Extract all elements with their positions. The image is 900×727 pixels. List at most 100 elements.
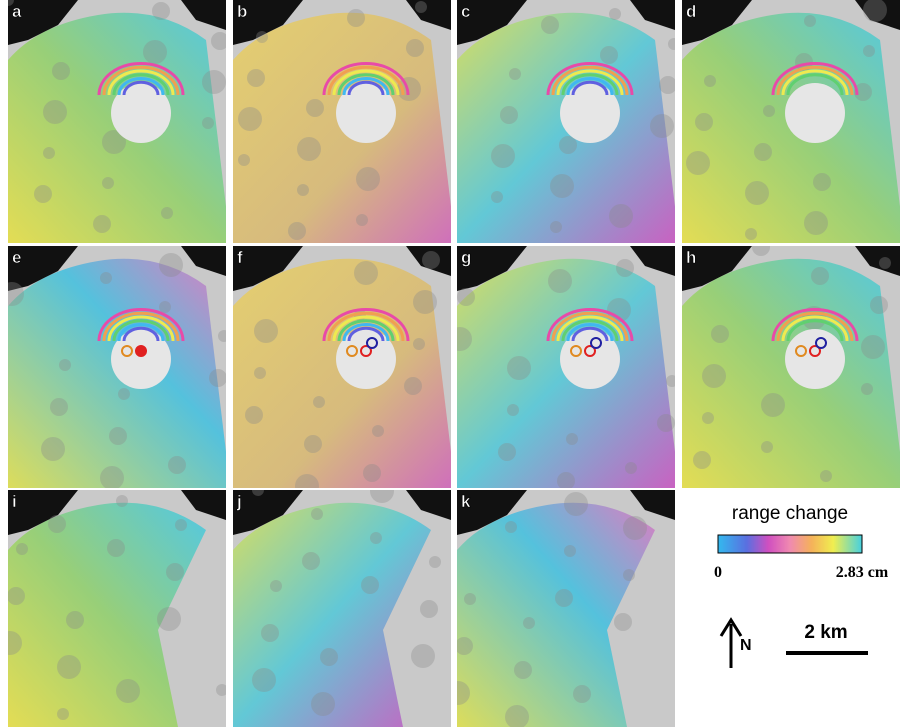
volcano-summit bbox=[785, 329, 845, 389]
relief-shade bbox=[159, 301, 171, 313]
interferogram-panel: k bbox=[446, 490, 675, 727]
relief-shade bbox=[659, 76, 677, 94]
relief-shade bbox=[509, 68, 521, 80]
colorbar bbox=[718, 535, 862, 553]
relief-shade bbox=[43, 100, 67, 124]
relief-shade bbox=[52, 62, 70, 80]
relief-shade bbox=[107, 539, 125, 557]
relief-shade bbox=[320, 648, 338, 666]
relief-shade bbox=[500, 106, 518, 124]
relief-shade bbox=[564, 492, 588, 516]
relief-shade bbox=[157, 607, 181, 631]
panel-grid: abcdefghijk bbox=[0, 0, 900, 727]
relief-shade bbox=[143, 40, 167, 64]
relief-shade bbox=[0, 282, 24, 306]
relief-shade bbox=[254, 319, 278, 343]
vent-marker bbox=[136, 346, 146, 356]
relief-shade bbox=[507, 356, 531, 380]
panel-content bbox=[0, 490, 228, 727]
north-label: N bbox=[740, 637, 752, 654]
relief-shade bbox=[252, 668, 276, 692]
relief-shade bbox=[404, 377, 422, 395]
panel-label: d bbox=[686, 2, 696, 21]
relief-shade bbox=[657, 414, 675, 432]
relief-shade bbox=[761, 441, 773, 453]
relief-shade bbox=[754, 143, 772, 161]
panel-label: j bbox=[236, 492, 242, 511]
relief-shade bbox=[118, 388, 130, 400]
relief-shade bbox=[159, 253, 183, 277]
relief-shade bbox=[397, 77, 421, 101]
relief-shade bbox=[507, 404, 519, 416]
relief-shade bbox=[550, 221, 562, 233]
relief-shade bbox=[311, 508, 323, 520]
relief-shade bbox=[505, 521, 517, 533]
panel-label: k bbox=[461, 492, 471, 511]
volcano-summit bbox=[785, 83, 845, 143]
panel-content bbox=[233, 246, 451, 498]
relief-shade bbox=[695, 113, 713, 131]
relief-shade bbox=[702, 412, 714, 424]
relief-shade bbox=[261, 624, 279, 642]
relief-shade bbox=[422, 251, 440, 269]
interferogram-panel: g bbox=[448, 246, 678, 490]
panel-content bbox=[682, 0, 900, 243]
relief-shade bbox=[372, 425, 384, 437]
relief-shade bbox=[491, 191, 503, 203]
relief-shade bbox=[356, 214, 368, 226]
scale-label: 2 km bbox=[804, 622, 847, 643]
relief-shade bbox=[820, 470, 832, 482]
relief-shade bbox=[247, 69, 265, 87]
panel-label: c bbox=[461, 2, 470, 21]
relief-shade bbox=[761, 393, 785, 417]
relief-shade bbox=[600, 46, 618, 64]
relief-shade bbox=[609, 8, 621, 20]
relief-shade bbox=[109, 427, 127, 445]
relief-shade bbox=[811, 267, 829, 285]
interferogram-panel: f bbox=[233, 246, 451, 498]
relief-shade bbox=[559, 136, 577, 154]
panel-label: i bbox=[12, 492, 17, 511]
relief-shade bbox=[491, 144, 515, 168]
relief-shade bbox=[420, 600, 438, 618]
relief-shade bbox=[650, 114, 674, 138]
relief-shade bbox=[614, 613, 632, 631]
relief-shade bbox=[7, 587, 25, 605]
relief-shade bbox=[270, 580, 282, 592]
relief-shade bbox=[623, 516, 647, 540]
relief-shade bbox=[354, 261, 378, 285]
relief-shade bbox=[116, 679, 140, 703]
panel-content bbox=[682, 238, 900, 488]
relief-shade bbox=[863, 45, 875, 57]
relief-shade bbox=[704, 75, 716, 87]
panel-content bbox=[2, 0, 229, 243]
relief-shade bbox=[306, 99, 324, 117]
interferogram-panel: c bbox=[457, 0, 680, 243]
relief-shade bbox=[804, 15, 816, 27]
relief-shade bbox=[813, 173, 831, 191]
relief-shade bbox=[711, 325, 729, 343]
relief-shade bbox=[550, 174, 574, 198]
figure: abcdefghijk range change 0 2.83 cm N 2 k… bbox=[0, 0, 900, 727]
interferogram-panel: b bbox=[233, 0, 451, 243]
relief-shade bbox=[313, 396, 325, 408]
relief-shade bbox=[541, 16, 559, 34]
interferogram-panel: e bbox=[0, 246, 230, 490]
relief-shade bbox=[609, 204, 633, 228]
relief-shade bbox=[297, 137, 321, 161]
relief-shade bbox=[93, 215, 111, 233]
relief-shade bbox=[879, 257, 891, 269]
legend-min: 0 bbox=[714, 564, 722, 581]
relief-shade bbox=[57, 655, 81, 679]
relief-shade bbox=[254, 367, 266, 379]
relief-shade bbox=[514, 661, 532, 679]
panel-content bbox=[233, 479, 451, 727]
legend-title: range change bbox=[732, 503, 848, 524]
relief-shade bbox=[302, 552, 320, 570]
relief-shade bbox=[745, 228, 757, 240]
relief-shade bbox=[413, 338, 425, 350]
relief-shade bbox=[693, 451, 711, 469]
panel-label: f bbox=[237, 248, 243, 267]
relief-shade bbox=[102, 177, 114, 189]
relief-shade bbox=[361, 576, 379, 594]
